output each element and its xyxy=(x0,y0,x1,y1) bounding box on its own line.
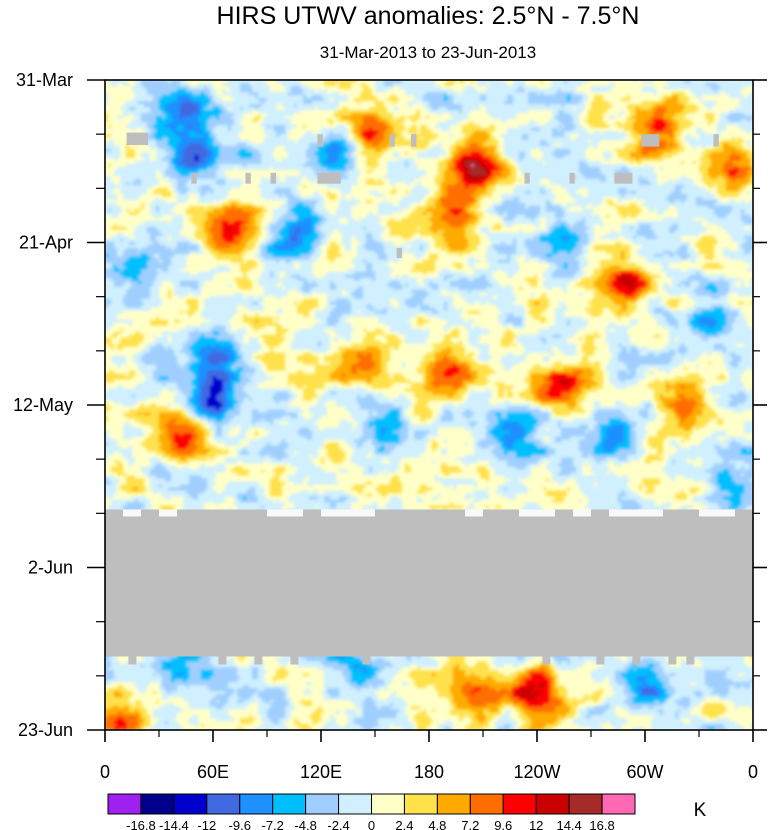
colorbar-swatch xyxy=(272,793,307,815)
missing-data-patch xyxy=(411,134,417,147)
missing-band-notch xyxy=(159,509,177,517)
missing-band-notch xyxy=(668,656,677,665)
missing-data-patch xyxy=(713,134,719,147)
y-tick-label: 12-May xyxy=(13,395,73,415)
colorbar-label: 16.8 xyxy=(589,818,614,830)
missing-band-notch xyxy=(362,656,371,665)
missing-data-patch xyxy=(569,172,575,184)
y-tick-label: 2-Jun xyxy=(28,558,73,578)
colorbar-label: 12 xyxy=(529,818,543,830)
colorbar-label: 2.4 xyxy=(395,818,413,830)
missing-data-patch xyxy=(524,172,530,184)
colorbar-label: 14.4 xyxy=(556,818,581,830)
colorbar-label: -14.4 xyxy=(159,818,189,830)
y-axis: 31-Mar 21-Apr 12-May 2-Jun 23-Jun xyxy=(13,70,767,740)
y-tick-label: 23-Jun xyxy=(18,720,73,740)
x-tick-label: 60E xyxy=(197,762,229,782)
missing-band-notch xyxy=(465,509,483,517)
colorbar-label: 9.6 xyxy=(494,818,512,830)
missing-data-patch xyxy=(614,172,633,184)
missing-band-notch xyxy=(627,509,645,517)
missing-data-patch xyxy=(317,172,341,184)
missing-band-notch xyxy=(267,509,285,517)
colorbar-label: -4.8 xyxy=(294,818,316,830)
missing-data-patch xyxy=(270,172,276,184)
colorbar-swatch xyxy=(371,793,405,815)
missing-band-notch xyxy=(254,656,263,665)
missing-band-notch xyxy=(542,656,551,665)
colorbar-swatch xyxy=(601,793,636,815)
plot-area xyxy=(105,80,753,730)
missing-band-notch xyxy=(290,656,299,665)
missing-data-patch xyxy=(641,134,660,147)
missing-band-notch xyxy=(686,656,695,665)
colorbar-swatch xyxy=(206,793,241,815)
colorbar-swatch xyxy=(338,793,372,815)
colorbar-swatch xyxy=(568,793,603,815)
x-tick-label: 0 xyxy=(748,762,758,782)
colorbar-swatch xyxy=(173,793,208,815)
missing-band-notch xyxy=(537,509,555,517)
missing-data-patch xyxy=(126,132,149,145)
colorbar-label: 4.8 xyxy=(428,818,446,830)
missing-band-notch xyxy=(357,509,375,517)
colorbar-label: -2.4 xyxy=(327,818,349,830)
chart-subtitle: 31-Mar-2013 to 23-Jun-2013 xyxy=(320,43,536,62)
colorbar-unit: K xyxy=(694,800,707,821)
colorbar-label: -16.8 xyxy=(126,818,156,830)
colorbar-label: 0 xyxy=(368,818,375,830)
missing-band-notch xyxy=(321,509,339,517)
missing-band-notch xyxy=(573,509,591,517)
missing-band-notch xyxy=(519,509,537,517)
colorbar-label: -7.2 xyxy=(261,818,283,830)
y-tick-label: 21-Apr xyxy=(19,233,73,253)
missing-band-notch xyxy=(609,509,627,517)
missing-band-notch xyxy=(123,509,141,517)
missing-band-notch xyxy=(596,656,605,665)
missing-band-notch xyxy=(632,656,641,665)
missing-band-notch xyxy=(339,509,357,517)
missing-band-notch xyxy=(645,509,663,517)
x-tick-label: 180 xyxy=(414,762,444,782)
missing-data-patch xyxy=(389,134,395,147)
missing-data-patch xyxy=(317,134,323,147)
colorbar-swatch xyxy=(436,793,471,815)
colorbar-label: -12 xyxy=(197,818,216,830)
x-axis: 0 60E 120E 180 120W 60W 0 xyxy=(100,730,758,782)
missing-data-band xyxy=(105,509,753,657)
x-tick-label: 60W xyxy=(626,762,663,782)
x-tick-label: 120E xyxy=(300,762,342,782)
missing-band-notch xyxy=(218,656,227,665)
missing-data-patch xyxy=(245,172,251,184)
x-tick-label: 120W xyxy=(513,762,560,782)
colorbar-label: 7.2 xyxy=(461,818,479,830)
missing-band-notch xyxy=(717,509,735,517)
missing-data-patch xyxy=(191,172,197,184)
colorbar-swatch xyxy=(469,793,504,815)
colorbar: -16.8 -14.4 -12 -9.6 -7.2 -4.8 -2.4 0 2.4 4.8 7.2 9… xyxy=(107,793,636,830)
missing-data xyxy=(105,132,753,665)
y-tick-label: 31-Mar xyxy=(16,70,73,90)
colorbar-label: -9.6 xyxy=(229,818,251,830)
missing-band-notch xyxy=(285,509,303,517)
colorbar-swatch xyxy=(502,793,537,815)
colorbar-swatch xyxy=(403,793,438,815)
x-tick-label: 0 xyxy=(100,762,110,782)
colorbar-swatch xyxy=(140,793,175,815)
colorbar-swatch xyxy=(305,793,340,815)
colorbar-swatch xyxy=(535,793,570,815)
colorbar-swatch xyxy=(239,793,274,815)
missing-data-patch xyxy=(396,247,402,258)
colorbar-swatch xyxy=(107,793,142,815)
chart-title: HIRS UTWV anomalies: 2.5°N - 7.5°N xyxy=(217,2,640,30)
missing-band-notch xyxy=(128,656,137,665)
missing-band-notch xyxy=(699,509,717,517)
